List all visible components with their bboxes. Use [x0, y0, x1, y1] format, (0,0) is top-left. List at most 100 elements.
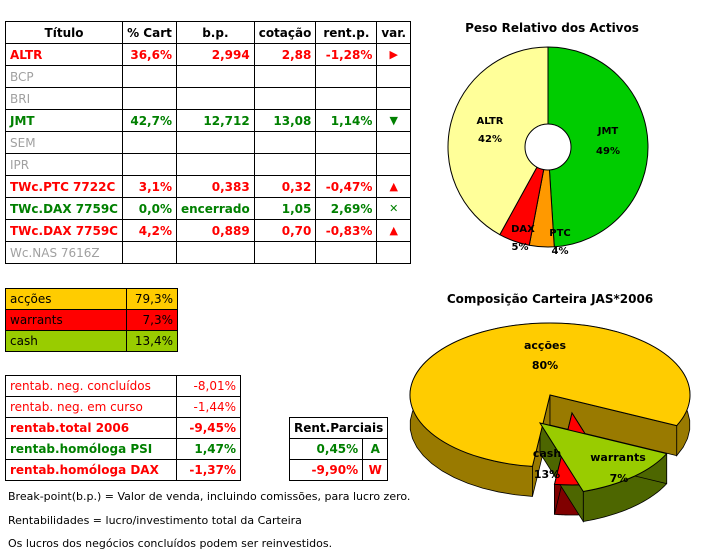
holding-bp[interactable] [176, 65, 255, 88]
holding-cart[interactable]: 0,0% [122, 197, 177, 220]
allocation-value: 7,3% [126, 309, 178, 331]
allocation-value: 13,4% [126, 330, 178, 352]
holding-cotacao[interactable]: 0,32 [253, 175, 317, 198]
holding-rent[interactable] [315, 87, 378, 110]
partial-return-value: -9,90% [288, 459, 364, 481]
holding-name[interactable]: JMT [5, 109, 123, 132]
slice-value-label: 5% [512, 242, 529, 253]
holding-bp[interactable] [176, 241, 255, 264]
holding-row[interactable]: Wc.NAS 7616Z [5, 241, 412, 264]
holding-bp[interactable]: 0,889 [176, 219, 255, 242]
pie-slice [409, 322, 691, 467]
partial-return-value: 0,45% [288, 438, 364, 460]
holding-cotacao[interactable] [253, 65, 317, 88]
holding-name[interactable]: ALTR [5, 43, 123, 66]
holding-bp[interactable]: encerrado [176, 197, 255, 220]
holding-name[interactable]: Wc.NAS 7616Z [5, 241, 123, 264]
holding-name[interactable]: TWc.PTC 7722C [5, 175, 123, 198]
holding-cart[interactable]: 4,2% [122, 219, 177, 242]
col-header-titulo[interactable]: Título [5, 21, 123, 44]
holding-var[interactable] [376, 153, 412, 176]
donut-hole [524, 123, 572, 171]
holding-row[interactable]: BCP [5, 65, 412, 88]
holding-bp[interactable] [176, 87, 255, 110]
holding-var[interactable]: ✕ [376, 197, 412, 220]
holding-cotacao[interactable]: 0,70 [253, 219, 317, 242]
holding-var[interactable]: ▼ [376, 109, 412, 132]
return-row: rentab.homóloga DAX -1,37% [5, 459, 241, 481]
return-row: rentab.homóloga PSI 1,47% [5, 438, 241, 460]
holding-rent[interactable]: 2,69% [315, 197, 378, 220]
holding-cotacao[interactable] [253, 241, 317, 264]
holding-rent[interactable]: -0,83% [315, 219, 378, 242]
holding-row[interactable]: BRI [5, 87, 412, 110]
slice-label: JMT [597, 126, 619, 137]
holding-rent[interactable]: -0,47% [315, 175, 378, 198]
holding-cotacao[interactable] [253, 131, 317, 154]
holding-row[interactable]: IPR [5, 153, 412, 176]
pie-slice [538, 422, 668, 493]
holding-cart[interactable]: 42,7% [122, 109, 177, 132]
return-value: -8,01% [176, 375, 241, 397]
holding-var[interactable] [376, 131, 412, 154]
holding-bp[interactable]: 0,383 [176, 175, 255, 198]
holding-rent[interactable] [315, 153, 378, 176]
holdings-table: Título % Cart b.p. cotação rent.p. var. … [5, 21, 412, 264]
holding-name[interactable]: SEM [5, 131, 123, 154]
col-header-rent[interactable]: rent.p. [315, 21, 378, 44]
holding-cotacao[interactable]: 2,88 [253, 43, 317, 66]
return-label: rentab. neg. concluídos [5, 375, 177, 397]
pie-slice [547, 46, 649, 248]
holding-cotacao[interactable] [253, 87, 317, 110]
note-rentabilidade: Rentabilidades = lucro/investimento tota… [8, 514, 302, 527]
holding-cart[interactable] [122, 87, 177, 110]
holding-var[interactable] [376, 241, 412, 264]
holding-rent[interactable]: -1,28% [315, 43, 378, 66]
holding-row[interactable]: TWc.DAX 7759C 4,2% 0,889 0,70 -0,83% ▲ [5, 219, 412, 242]
holding-rent[interactable]: 1,14% [315, 109, 378, 132]
holding-var[interactable]: ▲ [376, 175, 412, 198]
holding-cart[interactable] [122, 131, 177, 154]
holding-var[interactable] [376, 87, 412, 110]
holding-var[interactable]: ▲ [376, 219, 412, 242]
col-header-bp[interactable]: b.p. [176, 21, 255, 44]
holding-row[interactable]: JMT 42,7% 12,712 13,08 1,14% ▼ [5, 109, 412, 132]
col-header-cotacao[interactable]: cotação [253, 21, 317, 44]
holding-cart[interactable] [122, 241, 177, 264]
holding-name[interactable]: TWc.DAX 7759C [5, 197, 123, 220]
holding-cart[interactable] [122, 65, 177, 88]
holding-name[interactable]: BRI [5, 87, 123, 110]
col-header-cart[interactable]: % Cart [122, 21, 177, 44]
holding-cotacao[interactable] [253, 153, 317, 176]
holding-var[interactable]: ▶ [376, 43, 412, 66]
holding-rent[interactable] [315, 131, 378, 154]
holding-bp[interactable]: 12,712 [176, 109, 255, 132]
holding-row[interactable]: TWc.PTC 7722C 3,1% 0,383 0,32 -0,47% ▲ [5, 175, 412, 198]
slice-value-label: 13% [534, 468, 560, 481]
holding-row[interactable]: SEM [5, 131, 412, 154]
return-value: -1,37% [176, 459, 241, 481]
holding-cart[interactable] [122, 153, 177, 176]
holding-name[interactable]: IPR [5, 153, 123, 176]
holding-row[interactable]: ALTR 36,6% 2,994 2,88 -1,28% ▶ [5, 43, 412, 66]
holding-bp[interactable] [176, 153, 255, 176]
col-header-var[interactable]: var. [376, 21, 412, 44]
holding-bp[interactable] [176, 131, 255, 154]
holding-cart[interactable]: 3,1% [122, 175, 177, 198]
holding-var[interactable] [376, 65, 412, 88]
holding-row[interactable]: TWc.DAX 7759C 0,0% encerrado 1,05 2,69% ✕ [5, 197, 412, 220]
holding-cotacao[interactable]: 1,05 [253, 197, 317, 220]
return-label: rentab.homóloga PSI [5, 438, 177, 460]
holding-cart[interactable]: 36,6% [122, 43, 177, 66]
holding-rent[interactable] [315, 241, 378, 264]
partial-return-tag: A [362, 438, 389, 460]
holding-name[interactable]: BCP [5, 65, 123, 88]
slice-label: warrants [590, 451, 646, 464]
holding-rent[interactable] [315, 65, 378, 88]
partial-returns-header: Rent.Parciais [288, 417, 389, 439]
holding-name[interactable]: TWc.DAX 7759C [5, 219, 123, 242]
chart-title: Peso Relativo dos Activos [465, 21, 639, 35]
return-row: rentab. neg. concluídos -8,01% [5, 375, 241, 397]
holding-cotacao[interactable]: 13,08 [253, 109, 317, 132]
holding-bp[interactable]: 2,994 [176, 43, 255, 66]
